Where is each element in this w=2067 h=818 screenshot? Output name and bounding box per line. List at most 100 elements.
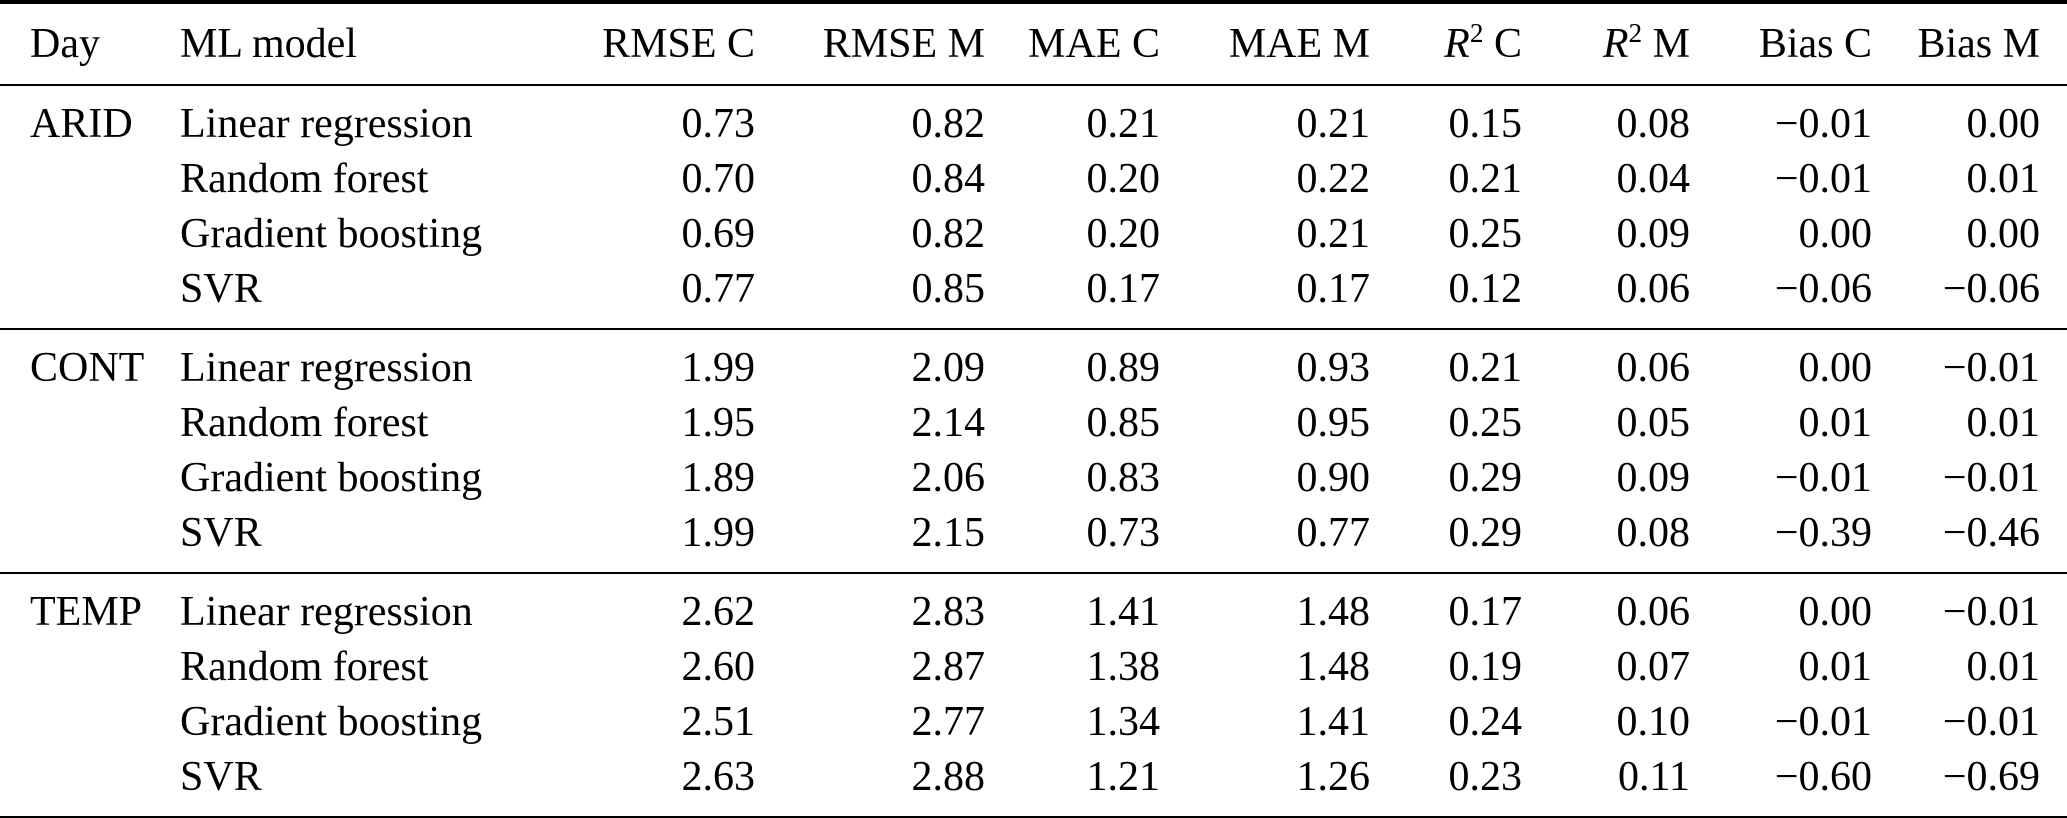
metric-cell-bias_m: −0.69 bbox=[1942, 754, 2040, 800]
metric-cell-rmse_c: 0.73 bbox=[681, 101, 756, 147]
day-group-cont: CONT Linear regression 1.99 2.09 0.89 0.93 0.2… bbox=[0, 328, 2067, 573]
metric-cell-bias_m: 0.01 bbox=[1966, 644, 2041, 690]
metric-cell-bias_c: 0.00 bbox=[1798, 211, 1873, 257]
metric-cell-r2_m: 0.11 bbox=[1618, 754, 1690, 800]
model-cell: Linear regression bbox=[180, 328, 545, 396]
metric-cell-rmse_c: 2.51 bbox=[681, 699, 756, 745]
metric-cell-mae_c: 0.20 bbox=[1086, 156, 1161, 202]
day-cell bbox=[0, 750, 180, 818]
metric-cell-mae_c: 0.73 bbox=[1086, 510, 1161, 556]
metric-cell-bias_c: −0.01 bbox=[1774, 699, 1872, 745]
metric-cell-bias_c: −0.01 bbox=[1774, 455, 1872, 501]
metric-cell-mae_c: 0.83 bbox=[1086, 455, 1161, 501]
metric-cell-rmse_c: 1.99 bbox=[681, 510, 756, 556]
table-row: Random forest 0.70 0.84 0.20 0.22 0.21 0.04 −0.… bbox=[0, 152, 2067, 207]
table-header: Day ML model RMSE C RMSE M MAE C MAE M R2 C R2 … bbox=[0, 2, 2067, 86]
metric-cell-mae_m: 0.95 bbox=[1296, 400, 1371, 446]
metric-cell-r2_c: 0.19 bbox=[1448, 644, 1523, 690]
day-cell bbox=[0, 640, 180, 695]
model-cell: SVR bbox=[180, 754, 262, 800]
metric-cell-bias_c: 0.00 bbox=[1690, 572, 1872, 640]
metric-cell-r2_m: 0.07 bbox=[1616, 644, 1691, 690]
model-cell: Random forest bbox=[180, 400, 429, 446]
metric-cell-r2_m: 0.09 bbox=[1616, 211, 1691, 257]
metric-cell-bias_m: −0.01 bbox=[1872, 572, 2067, 640]
metric-cell-r2_m: 0.06 bbox=[1616, 266, 1691, 312]
metric-cell-r2_c: 0.25 bbox=[1448, 400, 1523, 446]
metric-cell-rmse_c: 0.77 bbox=[681, 266, 756, 312]
table-row: Gradient boosting 1.89 2.06 0.83 0.90 0.29 0.0… bbox=[0, 451, 2067, 506]
metric-cell-bias_m: 0.00 bbox=[1966, 101, 2041, 147]
day-cell bbox=[0, 506, 180, 573]
metric-cell-mae_c: 0.21 bbox=[1086, 101, 1161, 147]
model-cell: Random forest bbox=[180, 156, 429, 202]
metric-cell-mae_m: 1.41 bbox=[1296, 699, 1371, 745]
metric-cell-r2_c: 0.24 bbox=[1448, 699, 1523, 745]
metric-cell-bias_c: −0.01 bbox=[1774, 101, 1872, 147]
metric-cell-mae_m: 0.22 bbox=[1296, 156, 1371, 202]
day-cell bbox=[0, 152, 180, 207]
model-cell: Linear regression bbox=[180, 572, 545, 640]
model-cell: SVR bbox=[180, 266, 262, 312]
model-cell: Gradient boosting bbox=[180, 211, 483, 257]
metric-cell-bias_c: −0.39 bbox=[1774, 510, 1872, 556]
model-cell: Random forest bbox=[180, 644, 429, 690]
metric-cell-mae_c: 0.89 bbox=[985, 328, 1160, 396]
column-header-r2_m: R2 M bbox=[1522, 2, 1690, 86]
metric-cell-rmse_m: 0.82 bbox=[911, 101, 986, 147]
metric-cell-r2_c: 0.21 bbox=[1370, 328, 1522, 396]
math-superscript: 2 bbox=[1469, 18, 1484, 48]
metric-cell-r2_m: 0.06 bbox=[1522, 572, 1690, 640]
metric-cell-bias_m: −0.01 bbox=[1942, 699, 2040, 745]
table-row: SVR 0.77 0.85 0.17 0.17 0.12 0.06 −0.06 −0.06 bbox=[0, 262, 2067, 329]
metric-cell-rmse_m: 2.77 bbox=[911, 699, 986, 745]
metric-cell-bias_c: −0.01 bbox=[1774, 156, 1872, 202]
metric-cell-mae_c: 1.21 bbox=[1086, 754, 1161, 800]
day-cell bbox=[0, 207, 180, 262]
column-header-rmse_m: RMSE M bbox=[755, 2, 985, 86]
table-row: SVR 1.99 2.15 0.73 0.77 0.29 0.08 −0.39 −0.46 bbox=[0, 506, 2067, 573]
column-header-bias_m: Bias M bbox=[1872, 2, 2067, 86]
metric-cell-mae_c: 0.20 bbox=[1086, 211, 1161, 257]
metric-cell-rmse_m: 2.87 bbox=[911, 644, 986, 690]
column-header-mae_m: MAE M bbox=[1160, 2, 1370, 86]
header-row: Day ML model RMSE C RMSE M MAE C MAE M R2 C R2 … bbox=[0, 2, 2067, 86]
metric-cell-rmse_m: 2.14 bbox=[911, 400, 986, 446]
day-group-temp: TEMP Linear regression 2.62 2.83 1.41 1.48 0.1… bbox=[0, 572, 2067, 818]
metric-cell-rmse_m: 2.83 bbox=[755, 572, 985, 640]
math-superscript: 2 bbox=[1628, 18, 1643, 48]
metric-cell-mae_c: 1.38 bbox=[1086, 644, 1161, 690]
metric-cell-r2_m: 0.06 bbox=[1522, 328, 1690, 396]
metric-cell-r2_m: 0.08 bbox=[1616, 101, 1691, 147]
table-row: Gradient boosting 0.69 0.82 0.20 0.21 0.25 0.0… bbox=[0, 207, 2067, 262]
metric-cell-r2_m: 0.09 bbox=[1616, 455, 1691, 501]
metric-cell-r2_c: 0.25 bbox=[1448, 211, 1523, 257]
metric-cell-rmse_m: 0.85 bbox=[911, 266, 986, 312]
metric-cell-bias_m: 0.01 bbox=[1966, 400, 2041, 446]
model-cell: SVR bbox=[180, 510, 262, 556]
metric-cell-rmse_c: 1.89 bbox=[681, 455, 756, 501]
day-cell: ARID bbox=[30, 101, 133, 147]
metric-cell-r2_m: 0.04 bbox=[1616, 156, 1691, 202]
metric-cell-mae_c: 0.17 bbox=[1086, 266, 1161, 312]
table-row: TEMP Linear regression 2.62 2.83 1.41 1.48 0.1… bbox=[0, 572, 2067, 640]
day-cell bbox=[0, 396, 180, 451]
column-header-model: ML model bbox=[180, 2, 545, 86]
day-cell: CONT bbox=[0, 328, 180, 396]
column-header-mae_c: MAE C bbox=[985, 2, 1160, 86]
metric-cell-rmse_c: 1.99 bbox=[545, 328, 755, 396]
metric-cell-rmse_c: 0.70 bbox=[681, 156, 756, 202]
metric-cell-r2_c: 0.21 bbox=[1448, 156, 1523, 202]
metric-cell-mae_m: 1.48 bbox=[1160, 572, 1370, 640]
table-row: SVR 2.63 2.88 1.21 1.26 0.23 0.11 −0.60 −0.69 bbox=[0, 750, 2067, 818]
metric-cell-rmse_m: 2.09 bbox=[755, 328, 985, 396]
table-row: Random forest 1.95 2.14 0.85 0.95 0.25 0.05 0.0… bbox=[0, 396, 2067, 451]
metric-cell-bias_m: 0.00 bbox=[1966, 211, 2041, 257]
metric-cell-r2_m: 0.05 bbox=[1616, 400, 1691, 446]
metric-cell-mae_m: 1.48 bbox=[1296, 644, 1371, 690]
table-row: CONT Linear regression 1.99 2.09 0.89 0.93 0.2… bbox=[0, 328, 2067, 396]
metric-cell-mae_c: 1.34 bbox=[1086, 699, 1161, 745]
metric-cell-r2_m: 0.10 bbox=[1616, 699, 1691, 745]
metric-cell-rmse_c: 2.60 bbox=[681, 644, 756, 690]
metric-cell-rmse_m: 0.82 bbox=[911, 211, 986, 257]
